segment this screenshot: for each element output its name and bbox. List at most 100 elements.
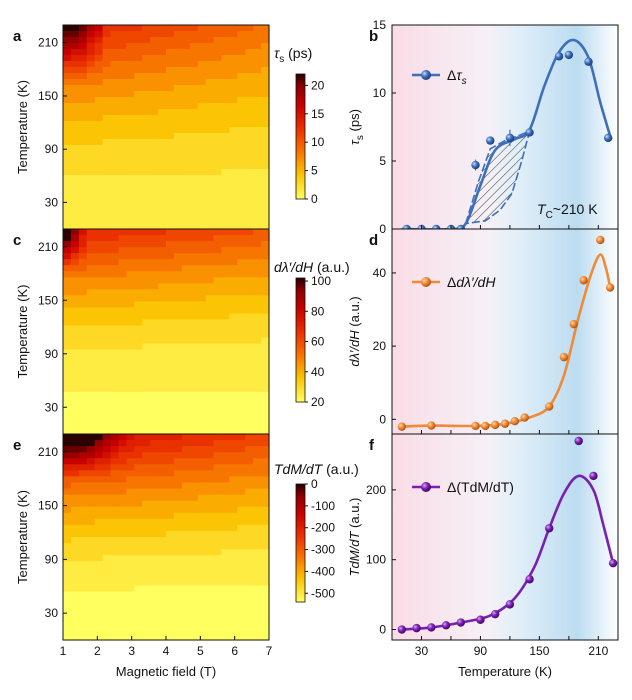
heatmap-cell <box>221 446 230 453</box>
heatmap-cell <box>102 103 112 110</box>
heatmap-cell <box>205 283 215 290</box>
heatmap-cell <box>197 573 207 581</box>
heatmap-cell <box>181 217 191 224</box>
heatmap-cell <box>142 506 151 514</box>
heatmap-cell <box>142 169 151 176</box>
heatmap-cell <box>86 229 96 236</box>
heatmap-cell <box>205 163 215 170</box>
heatmap-cell <box>181 43 191 50</box>
heatmap-cell <box>205 549 215 556</box>
heatmap-cell <box>158 169 167 176</box>
heatmap-cell <box>229 355 238 363</box>
heatmap-cell <box>253 217 262 224</box>
heatmap-cell <box>245 488 254 496</box>
heatmap-cell <box>245 49 254 56</box>
heatmap-cell <box>63 79 72 86</box>
heatmap-cell <box>70 573 80 581</box>
heatmap-cell <box>78 524 88 532</box>
heatmap-cell <box>142 307 151 315</box>
heatmap-cell <box>197 452 207 459</box>
heatmap-cell <box>126 253 135 260</box>
heatmap-cell <box>229 482 238 490</box>
x-tick-label: 4 <box>163 644 170 658</box>
heatmap-cell <box>197 403 207 411</box>
heatmap-cell <box>237 265 246 272</box>
heatmap-cell <box>70 615 80 623</box>
heatmap-cell <box>229 313 238 321</box>
heatmap-cell <box>150 537 159 544</box>
heatmap-cell <box>134 109 143 116</box>
heatmap-cell <box>118 55 127 62</box>
heatmap-cell <box>158 301 167 308</box>
heatmap-cell <box>70 343 80 351</box>
heatmap-cell <box>245 349 254 357</box>
heatmap-cell <box>70 217 80 224</box>
heatmap-cell <box>205 373 215 381</box>
heatmap-cell <box>245 301 254 308</box>
heatmap-cell <box>173 561 183 568</box>
heatmap-cell <box>253 621 262 629</box>
heatmap-cell <box>78 573 88 581</box>
heatmap-cell <box>237 109 246 116</box>
heatmap-cell <box>261 169 270 176</box>
heatmap-cell <box>189 295 199 302</box>
heatmap-cell <box>245 500 254 508</box>
heatmap-cell <box>166 355 175 363</box>
heatmap-cell <box>221 169 230 176</box>
heatmap-cell <box>134 151 143 158</box>
heatmap-cell <box>245 452 254 459</box>
heatmap-cell <box>86 561 96 568</box>
heatmap-cell <box>221 537 230 544</box>
heatmap-cell <box>102 205 112 212</box>
heatmap-cell <box>150 355 159 363</box>
heatmap-cell <box>126 133 135 140</box>
heatmap-cell <box>70 597 80 605</box>
heatmap-cell <box>86 277 96 284</box>
heatmap-cell <box>221 500 230 508</box>
heatmap-cell <box>189 446 199 453</box>
heatmap-cell <box>78 235 88 242</box>
heatmap-cell <box>197 127 207 134</box>
heatmap-cell <box>253 115 262 122</box>
heatmap-cell <box>173 373 183 381</box>
heatmap-cell <box>245 313 254 321</box>
heatmap-cell <box>126 157 135 164</box>
heatmap-cell <box>94 543 104 550</box>
heatmap-cell <box>181 518 191 526</box>
heatmap-cell <box>205 446 215 453</box>
heatmap-cell <box>134 530 143 538</box>
heatmap-cell <box>189 530 199 538</box>
heatmap-cell <box>94 385 104 393</box>
heatmap-cell <box>126 506 135 514</box>
heatmap-cell <box>237 379 246 387</box>
heatmap-cell <box>261 295 270 302</box>
heatmap-cell <box>173 277 183 284</box>
heatmap-cell <box>189 25 199 32</box>
heatmap-cell <box>237 518 246 526</box>
heatmap-cell <box>142 512 151 520</box>
heatmap-cell <box>229 343 238 351</box>
heatmap-cell <box>118 440 127 447</box>
heatmap-cell <box>229 615 238 623</box>
heatmap-cell <box>70 115 80 122</box>
heatmap-cell <box>102 61 112 68</box>
heatmap-cell <box>197 307 207 315</box>
heatmap-cell <box>94 313 104 321</box>
heatmap-cell <box>166 127 175 134</box>
y-tick-label: 0 <box>379 222 386 236</box>
heatmap-cell <box>110 55 120 62</box>
heatmap-cell <box>229 609 238 617</box>
heatmap-cell <box>173 337 183 345</box>
data-point-d <box>471 421 480 431</box>
heatmap-cell <box>70 494 80 502</box>
heatmap-cell <box>94 621 104 629</box>
heatmap-cell <box>229 199 238 206</box>
heatmap-cell <box>205 427 215 435</box>
heatmap-cell <box>150 482 159 490</box>
heatmap-cell <box>245 97 254 104</box>
heatmap-cell <box>150 518 159 526</box>
heatmap-cell <box>126 145 135 152</box>
heatmap-cell <box>70 31 80 38</box>
heatmap-cell <box>189 289 199 296</box>
heatmap-cell <box>150 397 159 405</box>
